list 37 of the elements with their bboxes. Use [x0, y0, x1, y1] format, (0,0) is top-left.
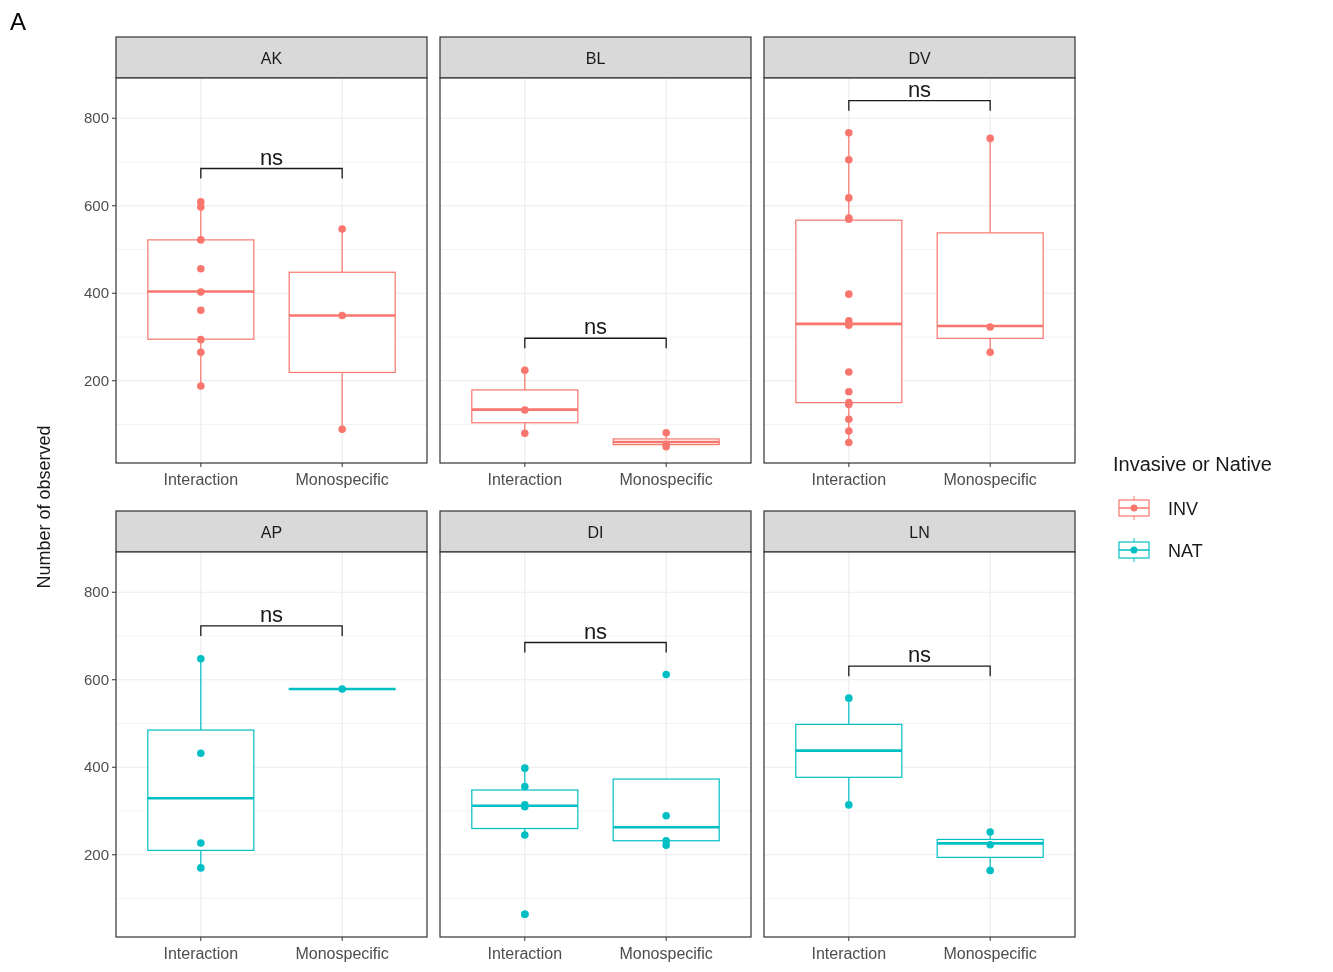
x-tick-label: Monospecific: [943, 471, 1037, 488]
x-tick-label: Interaction: [811, 945, 887, 962]
x-tick-label: Monospecific: [619, 471, 713, 488]
y-tick-label: 800: [83, 583, 109, 601]
y-tick-label: 600: [83, 670, 109, 688]
x-tick-label: Interaction: [163, 471, 239, 488]
x-tick-label: Monospecific: [943, 945, 1037, 962]
y-axis-title: Number of observed: [34, 425, 54, 589]
annotation: ns: [907, 76, 932, 102]
annotation: ns: [907, 642, 932, 668]
y-tick-label: 400: [83, 758, 109, 776]
legend-title: Invasive or Native: [1113, 453, 1272, 475]
legend-label: INV: [1168, 499, 1199, 519]
y-tick-label: 200: [83, 371, 109, 389]
x-tick-label: Interaction: [487, 471, 563, 488]
x-tick-label: Interaction: [811, 471, 887, 488]
y-tick-label: 400: [83, 284, 109, 302]
legend-label: NAT: [1168, 541, 1203, 561]
chart-title: DV: [908, 49, 931, 67]
x-tick-label: Monospecific: [619, 945, 713, 962]
chart-title: BL: [585, 49, 606, 67]
x-tick-label: Interaction: [163, 945, 239, 962]
x-tick-label: Monospecific: [295, 945, 389, 962]
x-tick-label: Interaction: [487, 945, 563, 962]
text: A: [10, 8, 27, 35]
annotation: ns: [583, 314, 608, 340]
chart-title: LN: [909, 523, 930, 541]
chart-title: AK: [260, 49, 283, 67]
y-tick-label: 600: [83, 196, 109, 214]
chart-title: DI: [587, 523, 604, 541]
annotation: ns: [583, 618, 608, 644]
y-tick-label: 200: [83, 845, 109, 863]
annotation: ns: [259, 144, 284, 170]
chart-title: AP: [260, 523, 283, 541]
x-tick-label: Monospecific: [295, 471, 389, 488]
annotation: ns: [259, 601, 284, 627]
y-tick-label: 800: [83, 109, 109, 127]
